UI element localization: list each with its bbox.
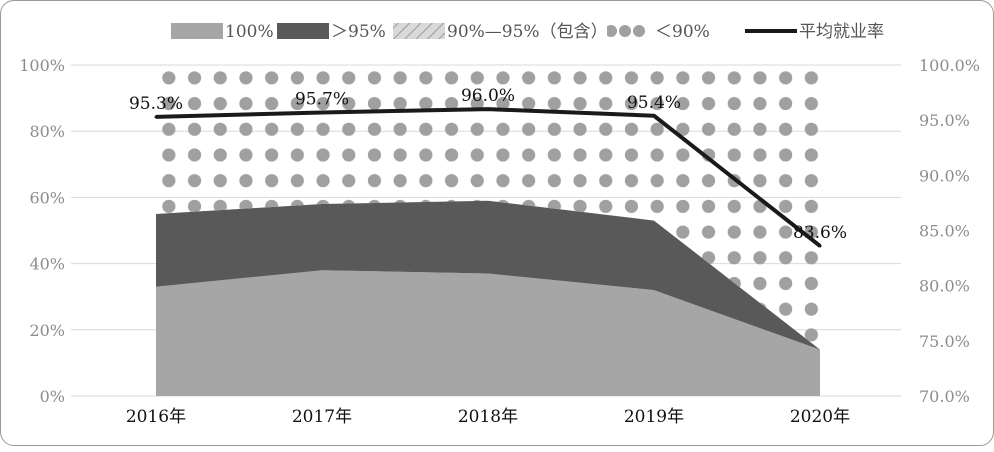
- right-tick-label: 85.0%: [919, 222, 970, 241]
- right-tick-label: 95.0%: [919, 111, 970, 130]
- left-tick-label: 80%: [29, 122, 65, 141]
- left-tick-label: 20%: [29, 321, 65, 340]
- legend-item: ＞95%: [277, 22, 386, 42]
- left-tick-label: 60%: [29, 188, 65, 207]
- legend-swatch: [393, 23, 445, 39]
- x-tick-label: 2018年: [458, 407, 518, 427]
- legend-swatch: [171, 23, 223, 39]
- legend-swatch-dot: [633, 25, 645, 37]
- line-point: [320, 110, 324, 114]
- x-tick-label: 2019年: [624, 407, 684, 427]
- x-tick-label: 2016年: [126, 407, 186, 427]
- left-tick-label: 100%: [19, 56, 65, 75]
- right-tick-label: 80.0%: [919, 277, 970, 296]
- legend-item: 平均就业率: [745, 22, 884, 42]
- area-series: [156, 65, 820, 396]
- line-series: [154, 107, 822, 248]
- legend-label: ＞95%: [331, 22, 386, 42]
- line-point: [652, 114, 656, 118]
- right-axis-ticks: 70.0% 75.0% 80.0% 85.0% 90.0% 95.0% 100.0%: [919, 56, 980, 406]
- right-tick-label: 90.0%: [919, 166, 970, 185]
- area-＜90%: [156, 65, 820, 350]
- legend-swatch-dot: [619, 25, 631, 37]
- line-point: [486, 107, 490, 111]
- line-point: [154, 115, 158, 119]
- legend: 100% ＞95% 90%—95%（包含） ＜90% 平均就业率: [171, 22, 884, 42]
- area-100%: [156, 270, 820, 396]
- left-tick-label: 40%: [29, 255, 65, 274]
- x-tick-label: 2020年: [790, 407, 850, 427]
- legend-swatch-mask: [601, 23, 607, 39]
- line-point: [818, 244, 822, 248]
- legend-item: 100%: [171, 22, 274, 42]
- right-tick-label: 75.0%: [919, 332, 970, 351]
- left-tick-label: 0%: [40, 387, 65, 406]
- legend-label: 90%—95%（包含）: [447, 22, 608, 42]
- area-＞95%: [156, 200, 820, 350]
- data-labels: 95.3% 95.7% 96.0% 95.4% 83.6%: [129, 86, 847, 243]
- legend-label: 平均就业率: [799, 22, 884, 42]
- legend-label: ＜90%: [655, 22, 710, 42]
- legend-swatch: [277, 23, 329, 39]
- legend-item: 90%—95%（包含）: [393, 22, 608, 42]
- legend-swatch-dot: [605, 25, 617, 37]
- right-tick-label: 100.0%: [919, 56, 980, 75]
- legend-label: 100%: [225, 22, 274, 42]
- data-label: 96.0%: [461, 86, 515, 106]
- left-axis-ticks: 0% 20% 40% 60% 80% 100%: [19, 56, 65, 406]
- data-label: 95.4%: [627, 93, 681, 113]
- data-label: 95.7%: [295, 89, 349, 109]
- legend-item: ＜90%: [601, 22, 710, 42]
- data-label: 95.3%: [129, 94, 183, 114]
- data-label: 83.6%: [793, 223, 847, 243]
- right-tick-label: 70.0%: [919, 387, 970, 406]
- x-axis-ticks: 2016年 2017年 2018年 2019年 2020年: [126, 407, 850, 427]
- x-tick-label: 2017年: [292, 407, 352, 427]
